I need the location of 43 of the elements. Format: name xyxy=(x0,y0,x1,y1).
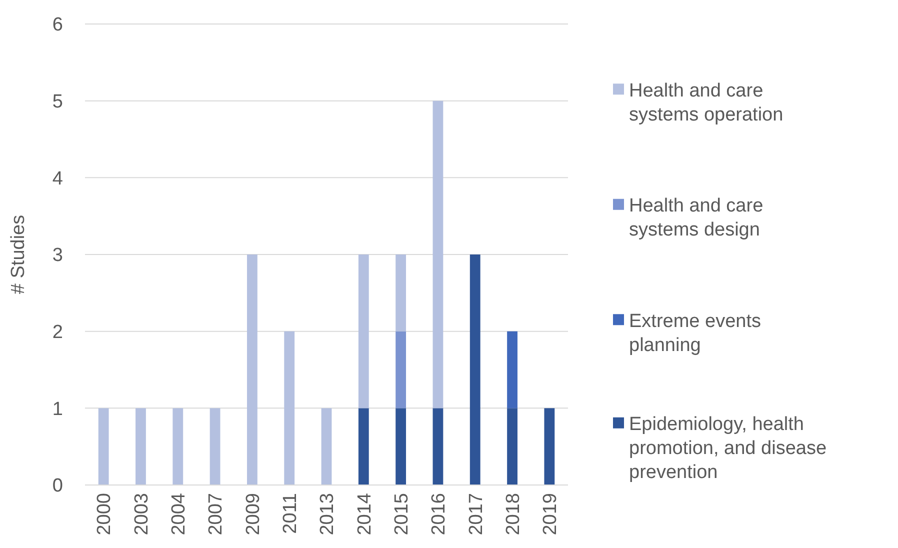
y-tick-label: 0 xyxy=(52,476,63,497)
bar xyxy=(470,254,480,485)
x-tick-label: 2017 xyxy=(466,493,487,536)
x-tick-label: 2014 xyxy=(354,492,376,536)
x-tick-label: 2004 xyxy=(168,492,190,536)
bar xyxy=(321,408,332,485)
y-tick-label: 2 xyxy=(52,322,63,343)
y-tick-label: 4 xyxy=(52,168,64,190)
y-tick-label: 6 xyxy=(52,14,63,36)
bar xyxy=(507,408,518,485)
bar xyxy=(98,408,109,485)
bar xyxy=(507,331,518,408)
bar xyxy=(358,408,369,485)
x-tick-label: 2016 xyxy=(428,493,450,536)
y-tick-label: 5 xyxy=(52,91,63,112)
bar xyxy=(396,408,406,485)
bar xyxy=(432,408,444,485)
y-tick-label: 3 xyxy=(52,245,63,266)
x-tick-label: 2015 xyxy=(391,493,412,536)
x-tick-label: 2019 xyxy=(540,493,562,536)
y-tick-label: 1 xyxy=(52,398,63,420)
bar xyxy=(136,408,146,485)
bar xyxy=(544,408,555,485)
bar xyxy=(246,254,258,485)
x-tick-label: 2011 xyxy=(280,493,301,534)
legend-label: Health and care systems design xyxy=(629,196,764,241)
x-tick-label: 2007 xyxy=(206,493,227,536)
legend-label: Extreme events planning xyxy=(629,310,761,356)
legend-label: Epidemiology, health promotion, and disease prevention xyxy=(629,414,827,484)
bar xyxy=(358,254,369,408)
bar xyxy=(172,408,184,485)
x-tick-label: 2003 xyxy=(131,493,152,536)
x-tick-label: 2000 xyxy=(94,493,116,536)
bar xyxy=(284,331,295,485)
x-tick-label: 2018 xyxy=(502,493,524,536)
x-tick-label: 2013 xyxy=(317,493,338,536)
bar xyxy=(210,408,220,485)
bar xyxy=(396,331,406,408)
bar xyxy=(396,254,406,332)
x-tick-label: 2009 xyxy=(242,493,264,536)
bar xyxy=(432,100,444,408)
legend-label: Health and care systems operation xyxy=(629,80,784,126)
y-axis-title: # Studies xyxy=(8,214,29,294)
